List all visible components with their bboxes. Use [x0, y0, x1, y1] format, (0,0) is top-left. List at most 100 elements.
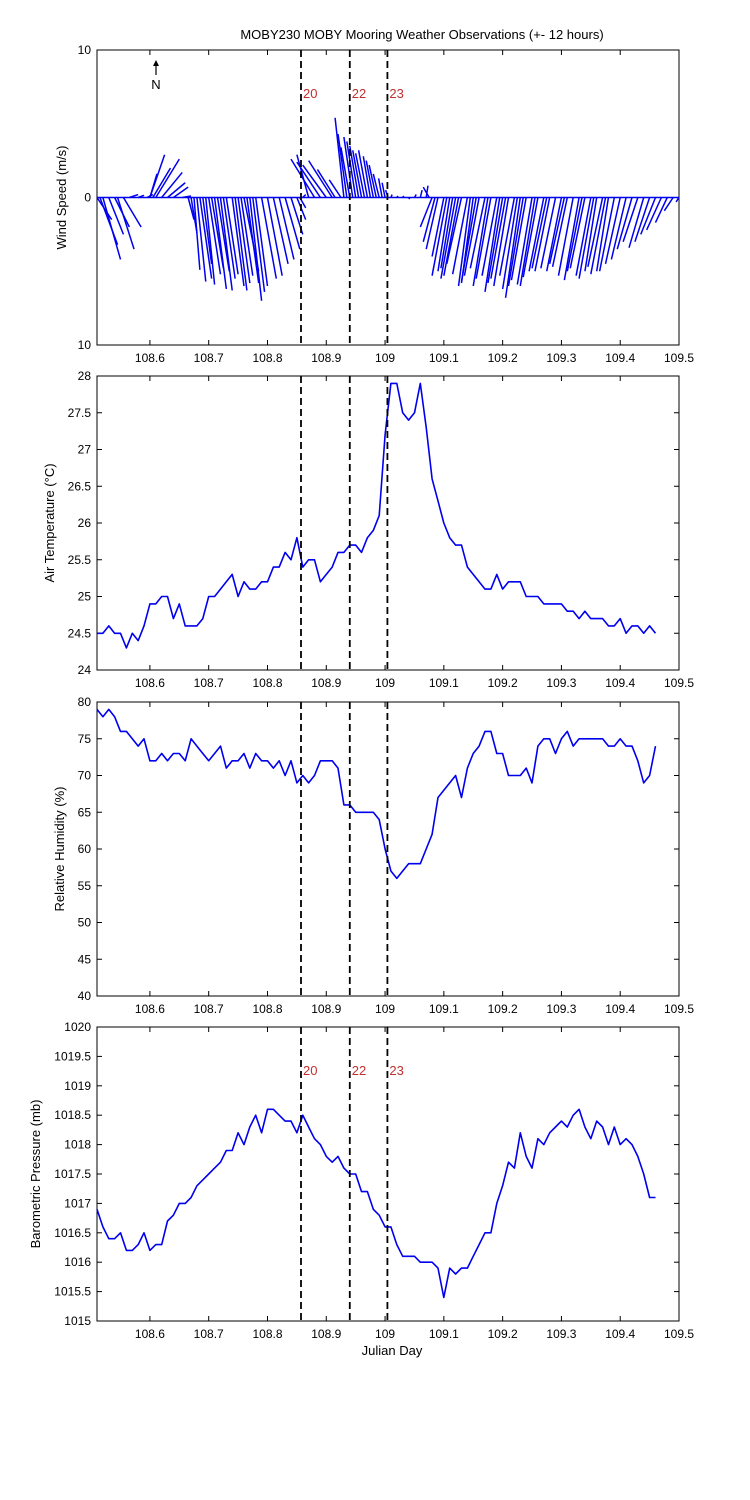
rh-xtick-label: 108.6: [135, 1002, 165, 1016]
wind-xtick-label: 109: [375, 351, 395, 365]
temp-ytick-label: 27: [78, 443, 92, 457]
temp-ytick-label: 25.5: [68, 553, 92, 567]
wind-vector: [346, 141, 357, 198]
wind-vector: [213, 197, 228, 290]
wind-vector: [457, 197, 472, 287]
temp-xtick-label: 109.4: [605, 676, 635, 690]
rh-ytick-label: 75: [78, 732, 92, 746]
wind-vector: [357, 150, 369, 198]
wind-vector: [296, 161, 322, 198]
pres-xtick-label: 109.5: [664, 1327, 694, 1341]
wind-vector: [108, 197, 125, 235]
wind-vector: [460, 197, 477, 282]
pres-ylabel: Barometric Pressure (mb): [28, 1100, 43, 1249]
wind-vector: [249, 197, 263, 301]
north-arrow-icon: [153, 60, 159, 66]
wind-vector: [634, 197, 651, 242]
wind-vector: [584, 197, 598, 272]
wind-vector: [122, 197, 142, 228]
wind-vector: [545, 197, 563, 272]
temp-xtick-label: 109.1: [429, 676, 459, 690]
rh-xtick-label: 109.3: [546, 1002, 576, 1016]
wind-vector: [475, 197, 492, 279]
rh-ytick-label: 60: [78, 842, 92, 856]
wind-ytick-label: 0: [84, 191, 91, 205]
pres-event-marker-label: 20: [303, 1063, 317, 1078]
pres-event-marker-label: 23: [389, 1063, 403, 1078]
wind-vector: [368, 164, 377, 198]
wind-vector: [640, 197, 657, 235]
rh-ytick-label: 55: [78, 879, 92, 893]
wind-vector: [575, 197, 592, 276]
wind-xtick-label: 109.3: [546, 351, 576, 365]
wind-vector: [440, 197, 457, 279]
wind-vector: [129, 193, 139, 199]
wind-xtick-label: 108.9: [311, 351, 341, 365]
wind-vector: [425, 197, 439, 250]
temp-ytick-label: 26.5: [68, 479, 92, 493]
wind-vector: [231, 197, 245, 287]
wind-vector: [437, 197, 451, 272]
wind-xtick-label: 108.7: [194, 351, 224, 365]
wind-vector: [161, 171, 183, 198]
wind-vector: [422, 197, 436, 242]
wind-vector: [381, 182, 386, 198]
pres-ytick-label: 1017.5: [54, 1167, 91, 1181]
wind-vector: [172, 186, 189, 199]
pres-ytick-label: 1019.5: [54, 1049, 91, 1063]
wind-vector: [451, 197, 469, 275]
wind-vector: [528, 197, 545, 272]
wind-vector: [531, 197, 548, 269]
pres-ytick-label: 1015.5: [54, 1285, 91, 1299]
rh-ylabel: Relative Humidity (%): [52, 787, 67, 912]
wind-ylabel: Wind Speed (m/s): [54, 145, 69, 249]
wind-vector: [351, 150, 363, 198]
wind-vector: [254, 197, 269, 287]
temp-ytick-label: 24.5: [68, 626, 92, 640]
wind-vector: [316, 169, 336, 198]
wind-vector: [628, 197, 645, 248]
temp-xtick-label: 108.6: [135, 676, 165, 690]
pres-xtick-label: 109.2: [488, 1327, 518, 1341]
temp-xtick-label: 108.8: [252, 676, 282, 690]
wind-vector: [234, 197, 248, 291]
pres-ytick-label: 1019: [64, 1079, 91, 1093]
wind-vector: [193, 197, 201, 270]
wind-vector: [182, 195, 192, 199]
temp-series-line: [97, 382, 657, 649]
wind-vector: [469, 197, 486, 269]
temp-xtick-label: 109: [375, 676, 395, 690]
wind-vector: [540, 197, 557, 269]
wind-vector: [425, 185, 429, 198]
wind-vector: [595, 197, 610, 272]
temp-xtick-label: 108.9: [311, 676, 341, 690]
wind-vector: [604, 197, 621, 265]
wind-vector: [237, 197, 251, 284]
wind-vector: [362, 156, 372, 198]
pres-ytick-label: 1018.5: [54, 1108, 91, 1122]
wind-vector: [481, 197, 498, 276]
rh-ytick-label: 65: [78, 805, 92, 819]
wind-vector: [587, 197, 604, 267]
wind-vector: [407, 197, 411, 200]
rh-xtick-label: 108.8: [252, 1002, 282, 1016]
wind-vector: [487, 197, 504, 284]
rh-xtick-label: 108.7: [194, 1002, 224, 1016]
wind-vector: [334, 117, 345, 198]
wind-xtick-label: 109.1: [429, 351, 459, 365]
wind-vector: [278, 197, 295, 260]
rh-xtick-label: 109.4: [605, 1002, 635, 1016]
wind-vector: [102, 197, 122, 260]
wind-vector: [260, 197, 278, 279]
pres-panel: 108.6 108.7 108.8 108.9 109 109.1 109.2 109.3 10…: [28, 1020, 694, 1358]
wind-vector: [252, 197, 266, 292]
wind-event-marker-label: 22: [352, 86, 366, 101]
wind-vector: [440, 197, 454, 269]
wind-vector: [272, 197, 289, 265]
wind-vector: [501, 197, 519, 290]
wind-vector: [534, 197, 551, 272]
wind-vector: [202, 197, 213, 264]
wind-vector: [402, 195, 405, 198]
wind-vector: [504, 197, 522, 298]
